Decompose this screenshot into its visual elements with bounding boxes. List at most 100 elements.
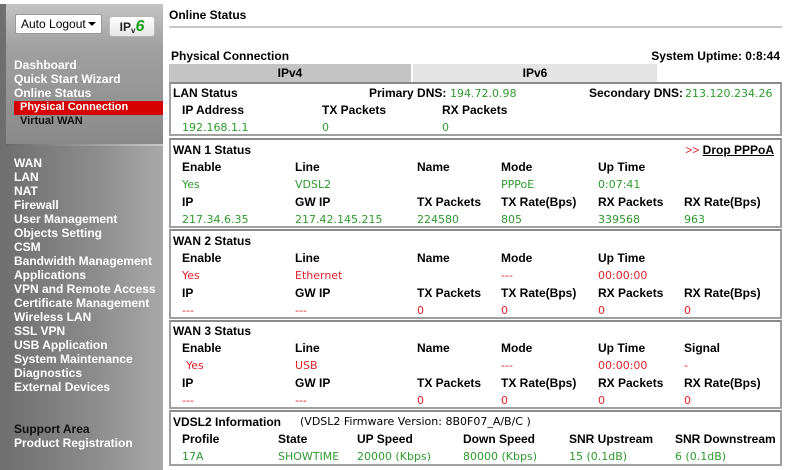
col-rx-packets: RX Packets: [598, 195, 664, 209]
ipv6-logo-icon: 6: [135, 18, 145, 35]
wan3-enable-value: Yes: [186, 359, 204, 372]
lan-rx-value: 0: [442, 121, 449, 134]
vdsl2-title: VDSL2 Information: [173, 415, 282, 429]
wan1-tx-packets-value: 224580: [417, 213, 459, 226]
wan3-tx-rate-value: 0: [501, 394, 508, 407]
col-up-time: Up Time: [598, 341, 646, 355]
wan2-mode-value: ---: [501, 269, 513, 282]
col-name: Name: [417, 251, 450, 265]
col-snr-upstream: SNR Upstream: [569, 432, 654, 446]
wan1-ip-value: 217.34.6.35: [182, 213, 249, 226]
ipv6-button[interactable]: IPv6: [109, 16, 155, 37]
wan2-rx-rate-value: 0: [684, 304, 691, 317]
lan-tx-value: 0: [322, 121, 329, 134]
auto-logout-label: Auto Logout: [21, 17, 86, 31]
nav-item-online-status[interactable]: Online Status: [14, 86, 92, 100]
system-uptime: System Uptime: 0:8:44: [651, 49, 780, 63]
tab-ipv6[interactable]: IPv6: [413, 64, 657, 82]
nav-item-quick-start-wizard[interactable]: Quick Start Wizard: [14, 72, 121, 86]
wan1-uptime-value: 0:07:41: [598, 178, 641, 191]
ipv6-prefix: IP: [119, 20, 131, 34]
nav-subgroup-online-status: Physical Connection Virtual WAN: [14, 101, 163, 128]
nav-item-wan[interactable]: WAN: [14, 156, 42, 170]
col-up-speed: UP Speed: [357, 432, 413, 446]
nav-item-user-management[interactable]: User Management: [14, 212, 118, 226]
wan3-tx-packets-value: 0: [417, 394, 424, 407]
lan-ip-value: 192.168.1.1: [182, 121, 249, 134]
col-ip-address: IP Address: [182, 103, 245, 117]
col-tx-packets: TX Packets: [417, 286, 482, 300]
drop-pppoa-link[interactable]: >> Drop PPPoA: [685, 143, 774, 157]
nav-item-virtual-wan[interactable]: Virtual WAN: [20, 115, 83, 127]
wan1-title: WAN 1 Status: [173, 143, 252, 157]
nav-item-physical-connection[interactable]: Physical Connection: [14, 101, 163, 115]
col-name: Name: [417, 341, 450, 355]
col-ip: IP: [182, 286, 194, 300]
secondary-dns-value: 213.120.234.26: [685, 87, 773, 100]
col-mode: Mode: [501, 251, 533, 265]
auto-logout-select[interactable]: Auto Logout: [15, 14, 102, 34]
nav-item-lan[interactable]: LAN: [14, 170, 39, 184]
col-rx-rate: RX Rate(Bps): [684, 195, 761, 209]
vdsl-state-value: SHOWTIME: [278, 450, 340, 463]
nav-item-bandwidth-management[interactable]: Bandwidth Management: [14, 254, 153, 268]
col-enable: Enable: [182, 341, 222, 355]
wan3-gwip-value: ---: [295, 394, 307, 407]
wan1-rx-packets-value: 339568: [598, 213, 640, 226]
nav-item-firewall[interactable]: Firewall: [14, 198, 59, 212]
wan2-tx-packets-value: 0: [417, 304, 424, 317]
wan2-gwip-value: ---: [295, 304, 307, 317]
drop-pppoa-label[interactable]: Drop PPPoA: [702, 143, 774, 157]
lan-status-panel: LAN Status Primary DNS: 194.72.0.98 Seco…: [169, 82, 782, 136]
col-tx-packets: TX Packets: [417, 376, 482, 390]
nav-item-vpn-remote-access[interactable]: VPN and Remote Access: [14, 282, 156, 296]
nav-item-product-registration[interactable]: Product Registration: [14, 436, 133, 450]
col-tx-rate: TX Rate(Bps): [501, 376, 577, 390]
chevron-down-icon: [88, 22, 96, 26]
col-gw-ip: GW IP: [295, 195, 331, 209]
col-rx-rate: RX Rate(Bps): [684, 286, 761, 300]
nav-item-nat[interactable]: NAT: [14, 184, 38, 198]
primary-dns-label: Primary DNS:: [369, 86, 447, 100]
nav-item-wireless-lan[interactable]: Wireless LAN: [14, 310, 92, 324]
nav-item-ssl-vpn[interactable]: SSL VPN: [14, 324, 66, 338]
nav-item-certificate-management[interactable]: Certificate Management: [14, 296, 150, 310]
wan1-mode-value: PPPoE: [501, 178, 535, 191]
tab-ipv4[interactable]: IPv4: [169, 64, 411, 82]
wan1-gwip-value: 217.42.145.215: [295, 213, 383, 226]
support-area-heading: Support Area: [14, 422, 90, 436]
nav-item-diagnostics[interactable]: Diagnostics: [14, 366, 83, 380]
sidebar: Auto Logout IPv6 Dashboard Quick Start W…: [0, 0, 163, 470]
col-gw-ip: GW IP: [295, 286, 331, 300]
col-ip: IP: [182, 195, 194, 209]
nav-item-applications[interactable]: Applications: [14, 268, 87, 282]
wan1-status-panel: WAN 1 Status >> Drop PPPoA Enable Line N…: [169, 138, 782, 228]
col-line: Line: [295, 341, 320, 355]
wan2-ip-value: ---: [182, 304, 194, 317]
col-tx-rate: TX Rate(Bps): [501, 286, 577, 300]
col-tx-packets: TX Packets: [322, 103, 387, 117]
wan3-title: WAN 3 Status: [173, 324, 252, 338]
nav-item-csm[interactable]: CSM: [14, 240, 41, 254]
col-line: Line: [295, 251, 320, 265]
nav-item-usb-application[interactable]: USB Application: [14, 338, 108, 352]
wan1-rx-rate-value: 963: [684, 213, 705, 226]
secondary-dns-label: Secondary DNS:: [589, 86, 684, 100]
nav-item-system-maintenance[interactable]: System Maintenance: [14, 352, 133, 366]
wan3-rx-rate-value: 0: [684, 394, 691, 407]
col-rx-packets: RX Packets: [598, 286, 664, 300]
col-line: Line: [295, 160, 320, 174]
wan2-tx-rate-value: 0: [501, 304, 508, 317]
nav-group-main: Dashboard Quick Start Wizard Online Stat…: [14, 58, 121, 100]
col-mode: Mode: [501, 341, 533, 355]
wan2-rx-packets-value: 0: [598, 304, 605, 317]
nav-item-external-devices[interactable]: External Devices: [14, 380, 111, 394]
vdsl2-firmware-version: (VDSL2 Firmware Version: 8B0F07_A/B/C ): [300, 415, 531, 428]
nav-group-config: WAN LAN NAT Firewall User Management Obj…: [14, 156, 156, 394]
vdsl-snr-up-value: 15 (0.1dB): [569, 450, 628, 463]
nav-item-dashboard[interactable]: Dashboard: [14, 58, 77, 72]
nav-item-objects-setting[interactable]: Objects Setting: [14, 226, 103, 240]
wan2-uptime-value: 00:00:00: [598, 269, 648, 282]
vdsl-down-speed-value: 80000 (Kbps): [463, 450, 537, 463]
col-tx-packets: TX Packets: [417, 195, 482, 209]
